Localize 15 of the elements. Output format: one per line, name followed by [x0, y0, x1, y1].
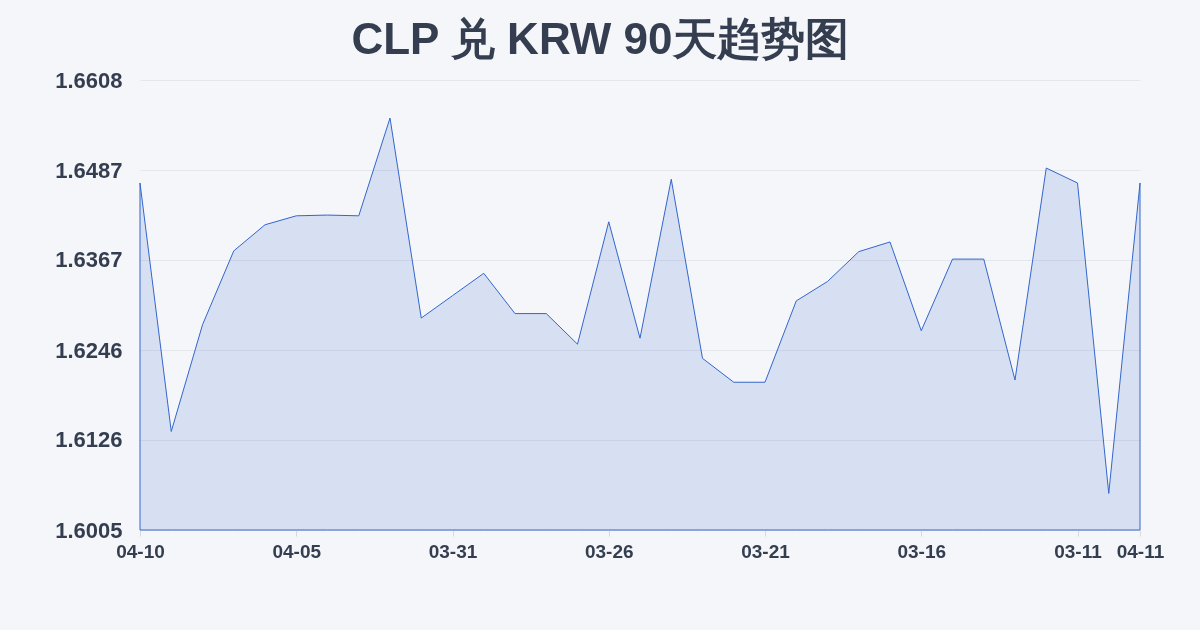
- x-tick-label: 04-10: [116, 540, 165, 562]
- chart-title: CLP 兑 KRW 90天趋势图: [351, 14, 849, 63]
- y-tick-label: 1.6246: [55, 337, 123, 363]
- x-tick-label: 03-31: [428, 540, 478, 562]
- x-tick-label: 04-05: [272, 540, 322, 562]
- x-tick-label: 03-11: [1054, 540, 1103, 562]
- y-tick-label: 1.6608: [55, 67, 123, 93]
- x-tick-label: 03-26: [584, 540, 634, 562]
- x-tick-label: 03-16: [897, 540, 947, 562]
- y-tick-label: 1.6367: [55, 247, 123, 273]
- x-tick-label: 03-21: [741, 540, 791, 562]
- y-tick-label: 1.6126: [55, 427, 123, 453]
- y-tick-label: 1.6005: [55, 517, 123, 543]
- y-tick-label: 1.6487: [55, 157, 123, 183]
- x-tick-label: 04-11: [1116, 540, 1165, 562]
